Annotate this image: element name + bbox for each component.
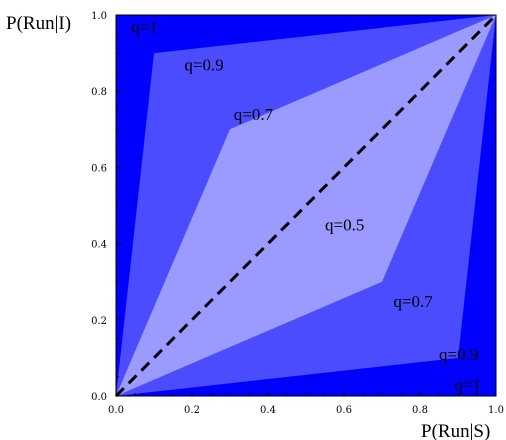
x-tick-label: 0.2 bbox=[184, 405, 200, 416]
y-tick-label: 0.6 bbox=[91, 163, 107, 174]
region-label: q=1 bbox=[454, 376, 481, 395]
x-tick-label: 0.8 bbox=[412, 405, 428, 416]
y-axis-ticks: 0.0 0.2 0.4 0.6 0.8 1.0 bbox=[91, 11, 121, 403]
x-tick-label: 0.6 bbox=[336, 405, 352, 416]
y-tick-label: 0.2 bbox=[91, 316, 107, 327]
y-tick-label: 0.8 bbox=[91, 87, 107, 98]
region-label: q=0.9 bbox=[439, 345, 478, 364]
x-tick-label: 1.0 bbox=[488, 405, 504, 416]
x-tick-label: 0.4 bbox=[260, 405, 276, 416]
y-tick-label: 0.0 bbox=[91, 392, 107, 403]
x-axis-ticks: 0.0 0.2 0.4 0.6 0.8 1.0 bbox=[108, 391, 504, 416]
y-axis-label: P(Run|I) bbox=[6, 13, 71, 34]
region-labels: q=1 q=0.9 q=0.7 q=0.5 q=0.7 q=0.9 q=1 bbox=[131, 17, 481, 394]
region-label: q=0.5 bbox=[325, 216, 364, 235]
y-tick-label: 0.4 bbox=[91, 240, 107, 251]
x-axis-label: P(Run|S) bbox=[421, 421, 490, 440]
region-label: q=0.9 bbox=[184, 56, 223, 75]
region-label: q=1 bbox=[131, 17, 158, 36]
y-tick-label: 1.0 bbox=[91, 11, 107, 22]
region-label: q=0.7 bbox=[234, 105, 274, 124]
region-label: q=0.7 bbox=[393, 292, 433, 311]
x-tick-label: 0.0 bbox=[108, 405, 124, 416]
